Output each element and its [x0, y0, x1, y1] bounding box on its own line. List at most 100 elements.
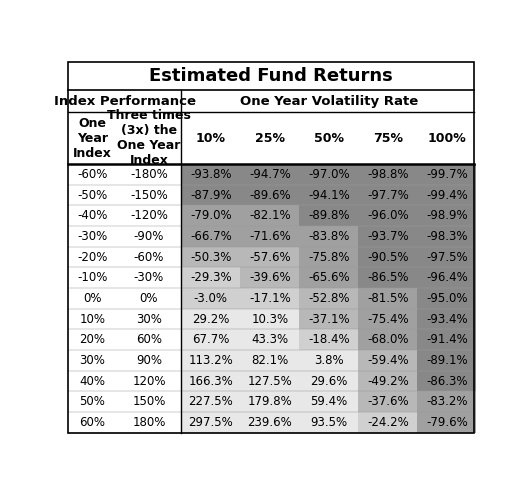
Bar — [359, 205, 417, 226]
Text: -86.3%: -86.3% — [426, 375, 468, 388]
Bar — [240, 350, 299, 371]
Bar — [299, 330, 359, 350]
Bar — [299, 226, 359, 247]
Bar — [299, 247, 359, 267]
Text: 10%: 10% — [196, 132, 226, 145]
Text: -17.1%: -17.1% — [249, 292, 291, 305]
Text: -75.4%: -75.4% — [367, 313, 409, 326]
Bar — [299, 350, 359, 371]
Text: -97.0%: -97.0% — [308, 168, 350, 181]
Text: -60%: -60% — [77, 168, 107, 181]
Bar — [299, 371, 359, 392]
Text: -40%: -40% — [77, 209, 107, 222]
Bar — [240, 267, 299, 288]
Bar — [359, 371, 417, 392]
Bar — [359, 185, 417, 205]
Text: 113.2%: 113.2% — [188, 354, 233, 367]
Text: Three times
(3x) the
One Year
Index: Three times (3x) the One Year Index — [107, 109, 191, 167]
Text: 297.5%: 297.5% — [188, 416, 233, 429]
Bar — [68, 330, 181, 350]
Bar — [181, 330, 240, 350]
Text: -30%: -30% — [134, 271, 164, 284]
Text: -71.6%: -71.6% — [249, 230, 291, 243]
Text: -97.7%: -97.7% — [367, 189, 409, 202]
Text: 30%: 30% — [136, 313, 162, 326]
Text: 50%: 50% — [79, 395, 105, 408]
Bar — [181, 226, 240, 247]
Bar — [299, 392, 359, 412]
Bar — [68, 247, 181, 267]
Bar — [359, 309, 417, 330]
Text: -83.8%: -83.8% — [308, 230, 350, 243]
Text: 67.7%: 67.7% — [192, 333, 230, 346]
Text: -96.4%: -96.4% — [426, 271, 468, 284]
Bar — [181, 247, 240, 267]
Text: -37.1%: -37.1% — [308, 313, 350, 326]
Text: -90.5%: -90.5% — [367, 250, 409, 263]
Bar — [299, 164, 359, 185]
Text: -60%: -60% — [134, 250, 164, 263]
Text: -98.8%: -98.8% — [367, 168, 409, 181]
Text: -93.7%: -93.7% — [367, 230, 409, 243]
Text: 100%: 100% — [427, 132, 467, 145]
Text: 90%: 90% — [136, 354, 162, 367]
Bar — [299, 412, 359, 433]
Bar — [359, 247, 417, 267]
Bar — [181, 371, 240, 392]
Bar — [181, 309, 240, 330]
Text: -37.6%: -37.6% — [367, 395, 409, 408]
Text: 3.8%: 3.8% — [314, 354, 344, 367]
Bar — [359, 288, 417, 309]
Bar — [68, 371, 181, 392]
Text: -66.7%: -66.7% — [190, 230, 232, 243]
Bar — [417, 205, 477, 226]
Text: 50%: 50% — [314, 132, 344, 145]
Text: -89.8%: -89.8% — [308, 209, 350, 222]
Bar — [240, 164, 299, 185]
Text: -10%: -10% — [77, 271, 107, 284]
Bar — [68, 205, 181, 226]
Bar — [181, 350, 240, 371]
Bar — [181, 267, 240, 288]
Text: -30%: -30% — [77, 230, 107, 243]
Text: -79.6%: -79.6% — [426, 416, 468, 429]
Text: -98.9%: -98.9% — [426, 209, 468, 222]
Bar — [359, 164, 417, 185]
Text: 60%: 60% — [79, 416, 105, 429]
Text: -81.5%: -81.5% — [367, 292, 409, 305]
Bar — [240, 226, 299, 247]
Text: -87.9%: -87.9% — [190, 189, 232, 202]
Text: -83.2%: -83.2% — [426, 395, 468, 408]
Text: 127.5%: 127.5% — [248, 375, 292, 388]
Text: 0%: 0% — [83, 292, 102, 305]
Text: 239.6%: 239.6% — [248, 416, 292, 429]
Bar — [240, 412, 299, 433]
Text: -3.0%: -3.0% — [194, 292, 228, 305]
Text: 10%: 10% — [79, 313, 105, 326]
Bar — [68, 288, 181, 309]
Bar — [359, 267, 417, 288]
Text: -68.0%: -68.0% — [367, 333, 409, 346]
Bar — [240, 288, 299, 309]
Text: 180%: 180% — [132, 416, 166, 429]
Bar — [68, 226, 181, 247]
Text: -89.6%: -89.6% — [249, 189, 291, 202]
Bar — [181, 288, 240, 309]
Bar — [359, 330, 417, 350]
Bar — [68, 392, 181, 412]
Text: -99.4%: -99.4% — [426, 189, 468, 202]
Text: 20%: 20% — [79, 333, 105, 346]
Text: -96.0%: -96.0% — [367, 209, 409, 222]
Bar — [359, 392, 417, 412]
Bar — [417, 412, 477, 433]
Bar — [299, 185, 359, 205]
Text: -93.8%: -93.8% — [190, 168, 232, 181]
Text: -150%: -150% — [130, 189, 168, 202]
Text: 29.2%: 29.2% — [192, 313, 230, 326]
Text: -75.8%: -75.8% — [308, 250, 350, 263]
Bar — [240, 392, 299, 412]
Text: -20%: -20% — [77, 250, 107, 263]
Text: -59.4%: -59.4% — [367, 354, 409, 367]
Bar — [359, 350, 417, 371]
Text: -39.6%: -39.6% — [249, 271, 291, 284]
